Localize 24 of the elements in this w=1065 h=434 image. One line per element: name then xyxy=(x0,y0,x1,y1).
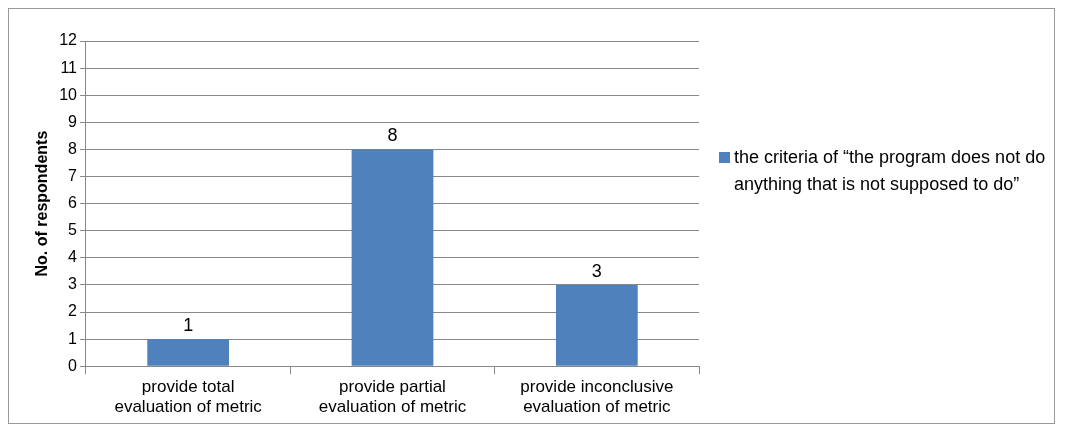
bar xyxy=(351,149,434,366)
y-tick-label: 10 xyxy=(59,85,78,103)
y-tick-label: 1 xyxy=(68,329,78,347)
y-tick-label: 5 xyxy=(68,221,78,239)
y-tick-label: 0 xyxy=(68,356,78,374)
y-axis-title: No. of respondents xyxy=(33,130,51,277)
y-tick-label: 11 xyxy=(60,58,78,76)
y-tick-label: 3 xyxy=(68,275,78,293)
y-tick-label: 12 xyxy=(59,31,78,49)
x-tick-label: provide partial evaluation of metric xyxy=(318,377,467,417)
legend-label: the criteria of “the program does not do anything that is not supposed to do” xyxy=(734,146,1047,196)
bar xyxy=(555,284,638,366)
y-tick-label: 2 xyxy=(68,302,78,320)
bar xyxy=(147,339,230,366)
data-label: 3 xyxy=(591,260,602,281)
y-tick-label: 9 xyxy=(68,112,78,130)
y-tick-label: 4 xyxy=(68,248,78,266)
x-tick-label: provide inconclusive evaluation of metric xyxy=(520,377,674,417)
y-tick-label: 8 xyxy=(68,139,78,157)
y-tick-label: 7 xyxy=(68,166,78,184)
x-tick-label: provide total evaluation of metric xyxy=(114,377,263,417)
data-label: 8 xyxy=(387,125,398,146)
data-label: 1 xyxy=(183,315,194,336)
y-tick-label: 6 xyxy=(68,194,78,212)
